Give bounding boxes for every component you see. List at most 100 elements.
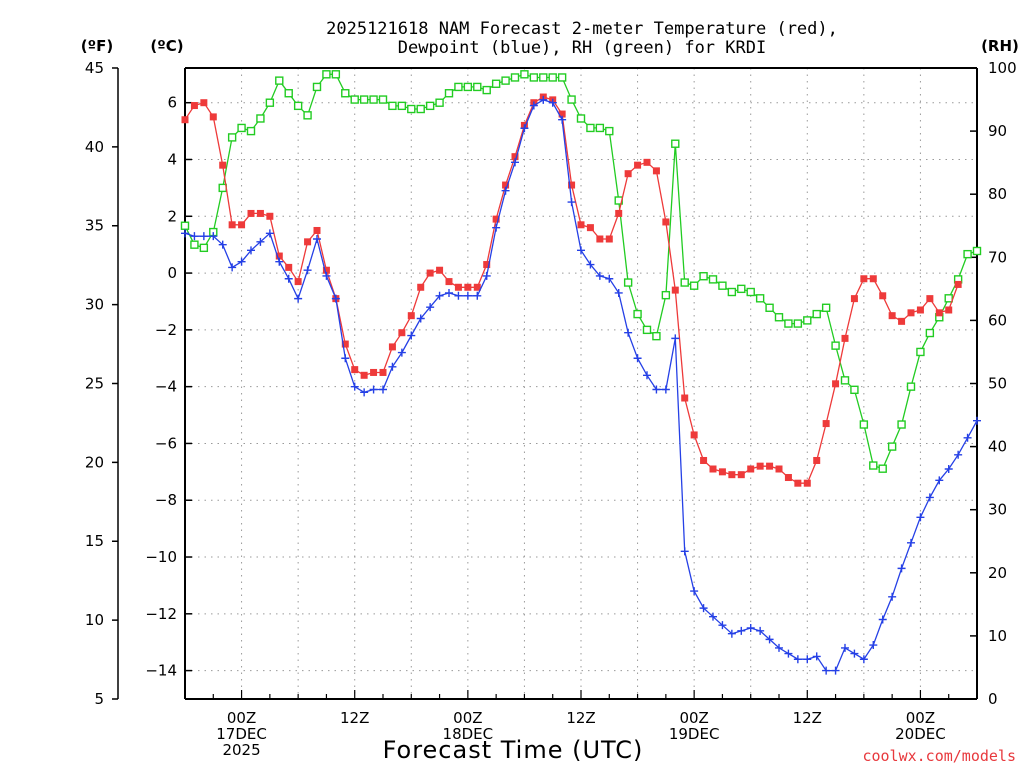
rh-tick-label: 60: [988, 311, 1007, 329]
rh-point: [850, 385, 859, 395]
dewpoint-point: [907, 538, 915, 547]
temperature-point: [568, 181, 576, 189]
dewpoint-point: [595, 271, 604, 280]
temperature-point: [605, 235, 613, 243]
rh-point: [256, 114, 265, 123]
dewpoint-point: [558, 115, 567, 124]
rh-point: [633, 309, 642, 319]
temperature-point: [219, 161, 227, 169]
dewpoint-point: [426, 303, 435, 312]
dewpoint-point: [624, 328, 633, 337]
celsius-tick-label: 4: [167, 150, 177, 168]
temperature-point: [577, 221, 585, 229]
dewpoint-point: [529, 101, 538, 110]
celsius-axis: −14 −12 −10 −8 −6 −4 −2 0 2 4 6: [145, 94, 192, 680]
dewpoint-point: [897, 564, 906, 573]
rh-point: [840, 376, 850, 385]
rh-point: [227, 133, 237, 142]
fahrenheit-tick-label: 10: [85, 611, 104, 629]
temperature-point: [417, 283, 425, 291]
temperature-point: [407, 312, 415, 320]
temperature-point: [681, 394, 689, 402]
rh-point: [727, 287, 737, 297]
dewpoint-point: [397, 348, 406, 357]
dewpoint-point: [614, 288, 623, 297]
temperature-point: [737, 471, 745, 479]
rh-point: [293, 101, 303, 111]
temperature-point: [200, 99, 208, 107]
temperature-point: [445, 278, 453, 286]
rh-tick-label: 0: [988, 690, 998, 708]
temperature-point: [558, 110, 566, 118]
rh-tick-label: 90: [988, 122, 1007, 140]
rh-tick-label: 80: [988, 185, 1007, 203]
temperature-point: [634, 161, 642, 169]
rh-point: [557, 73, 567, 82]
temperature-point: [426, 269, 434, 277]
time-tick-label: 00Z: [679, 709, 708, 727]
temperature-point: [690, 431, 698, 439]
dewpoint-point: [181, 229, 189, 238]
time-tick-label: 00Z: [906, 709, 935, 727]
rh-point: [331, 70, 341, 79]
rh-point: [699, 272, 708, 281]
temperature-point: [888, 312, 896, 320]
rh-point: [689, 281, 699, 290]
rh-point: [369, 95, 378, 104]
rh-tick-label: 70: [988, 248, 1007, 266]
rh-point: [265, 98, 275, 107]
dewpoint-point: [473, 291, 482, 300]
rh-point: [972, 246, 982, 256]
rh-point: [199, 243, 209, 253]
rh-point: [548, 73, 557, 82]
dewpoint-point: [916, 513, 925, 522]
rh-point: [454, 82, 463, 92]
celsius-tick-label: −2: [155, 321, 177, 339]
temperature-point: [850, 295, 858, 303]
chart-title-line-2: Dewpoint (blue), RH (green) for KRDI: [398, 38, 766, 58]
dewpoint-point: [313, 234, 321, 243]
temperature-point: [841, 334, 849, 342]
rh-point: [784, 319, 793, 328]
time-tick-label: 00Z: [227, 709, 256, 727]
rh-point: [642, 325, 652, 335]
time-tick-label: 20DEC: [895, 725, 946, 743]
dewpoint-point: [247, 246, 255, 255]
dewpoint-point: [539, 95, 548, 104]
rh-point: [350, 95, 359, 104]
temperature-point: [671, 286, 679, 294]
temperature-point: [502, 181, 510, 189]
dewpoint-point: [256, 237, 265, 246]
temperature-point: [643, 158, 651, 166]
rh-point: [680, 278, 689, 287]
dewpoint-point: [935, 476, 944, 485]
dewpoint-point: [294, 294, 303, 303]
dewpoint-point: [793, 655, 802, 664]
dewpoint-point: [699, 604, 708, 613]
dewpoint-point: [237, 257, 246, 266]
dewpoint-point: [435, 291, 444, 300]
temperature-point: [718, 468, 726, 476]
time-tick-label: 00Z: [453, 709, 482, 727]
rh-point: [190, 240, 199, 249]
temperature-point: [370, 368, 378, 376]
rh-point: [906, 382, 916, 391]
dewpoint-point: [341, 354, 350, 363]
rh-point: [388, 101, 397, 111]
rh-point: [793, 319, 803, 328]
rh-point: [218, 183, 227, 193]
temperature-point: [935, 309, 943, 317]
dewpoint-point: [718, 621, 727, 630]
dewpoint-point: [275, 257, 284, 266]
temperature-point: [700, 456, 708, 464]
temperature-point: [916, 306, 924, 314]
dewpoint-point: [680, 547, 689, 556]
rh-point: [341, 89, 350, 98]
dewpoint-point: [652, 385, 661, 394]
dewpoint-point: [775, 643, 783, 652]
dewpoint-point: [831, 666, 840, 675]
rh-point: [755, 294, 765, 303]
rh-point: [303, 111, 312, 120]
rh-point: [275, 76, 284, 85]
rh-point: [463, 82, 473, 92]
